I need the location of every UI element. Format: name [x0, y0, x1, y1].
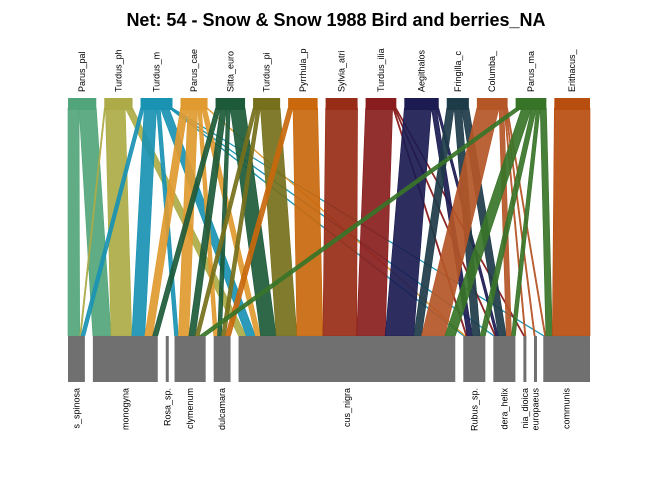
higher-node-label: Turdus_m: [152, 52, 162, 92]
lower-node-label: monogyna: [120, 388, 130, 430]
higher-node-box: [404, 98, 439, 110]
lower-level-nodes: s_spinosa monogyna Rosa_sp. clymenum dulcama…: [68, 336, 590, 431]
higher-node-box: [365, 98, 397, 110]
higher-node-label: Pyrrhula_p: [298, 48, 308, 92]
lower-node-label: nia_dioica: [520, 388, 530, 429]
higher-node-box: [253, 98, 281, 110]
lower-node-box: [238, 336, 456, 382]
higher-node-label: Fringilla_c: [453, 50, 463, 92]
lower-node-box: [165, 336, 169, 382]
lower-node-box: [463, 336, 486, 382]
higher-level-nodes: Parus_pal Turdus_ph Turdus_m Parus_cae Sitta…: [68, 48, 590, 110]
lower-node-label: communis: [562, 388, 572, 430]
lower-node-label: s_spinosa: [71, 388, 81, 429]
higher-node-box: [104, 98, 133, 110]
link-6-5: [292, 107, 324, 337]
lower-node-box: [523, 336, 527, 382]
link-1-1: [105, 107, 133, 337]
diagram-title: Net: 54 - Snow & Snow 1988 Bird and berr…: [126, 10, 546, 30]
lower-node-label: dera_helix: [499, 388, 509, 430]
higher-node-label: Turdus_ph: [113, 49, 123, 92]
higher-node-label: Sylvia_atri: [337, 50, 347, 92]
higher-node-box: [325, 98, 358, 110]
higher-node-box: [180, 98, 208, 110]
higher-node-label: Aegithalos: [417, 49, 427, 92]
higher-node-label: Parus_cae: [189, 49, 199, 92]
higher-node-label: Sitta_euro: [225, 51, 235, 92]
interaction-links: [67, 107, 591, 337]
lower-node-label: dulcamara: [217, 388, 227, 430]
higher-node-box: [476, 98, 508, 110]
link-12-10: [539, 107, 553, 337]
higher-node-box: [446, 98, 469, 110]
higher-node-box: [515, 98, 547, 110]
higher-node-box: [554, 98, 590, 110]
lower-node-label: europaeus: [530, 388, 540, 431]
lower-node-box: [213, 336, 231, 382]
lower-node-box: [543, 336, 590, 382]
lower-node-box: [174, 336, 206, 382]
lower-node-box: [533, 336, 537, 382]
lower-node-label: cus_nigra: [342, 388, 352, 427]
higher-node-label: Erithacus_: [567, 48, 577, 92]
higher-node-label: Columba_: [487, 50, 497, 92]
higher-node-box: [140, 98, 173, 110]
higher-node-box: [215, 98, 246, 110]
link-0-0: [67, 107, 80, 337]
higher-node-box: [288, 98, 318, 110]
link-13-10: [552, 107, 591, 337]
lower-node-box: [493, 336, 516, 382]
higher-node-label: Turdus_pi: [262, 52, 272, 92]
higher-node-label: Parus_pal: [77, 51, 87, 92]
lower-node-box: [68, 336, 85, 382]
higher-node-box: [68, 98, 97, 110]
lower-node-label: Rubus_sp.: [469, 388, 479, 431]
lower-node-label: clymenum: [185, 388, 195, 429]
higher-node-label: Turdus_ilia: [376, 48, 386, 92]
lower-node-box: [92, 336, 158, 382]
lower-node-label: Rosa_sp.: [162, 388, 172, 426]
link-7-5: [322, 107, 358, 337]
higher-node-label: Parus_ma: [526, 51, 536, 92]
